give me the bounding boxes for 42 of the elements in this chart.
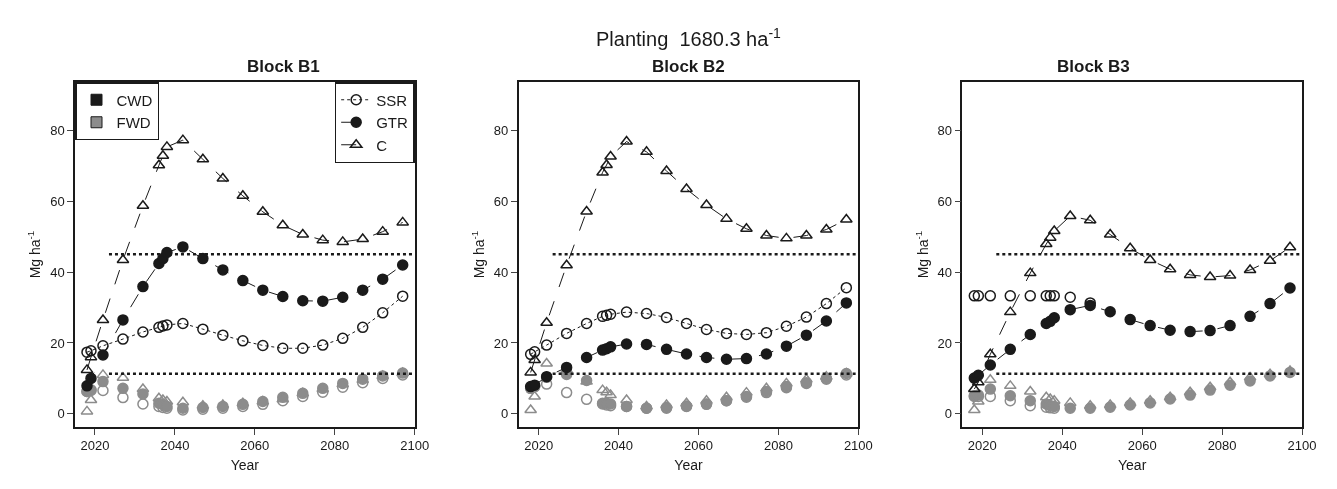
y-tick-label: 20 — [50, 335, 65, 351]
y-tick-label: 0 — [944, 406, 952, 422]
y-tick-label: 80 — [493, 122, 509, 138]
x-tick-label: 2040 — [604, 438, 634, 454]
x-tick-label: 2060 — [240, 438, 270, 454]
y-tick-label: 80 — [937, 122, 952, 138]
legend-label: GTR — [376, 114, 408, 132]
chart-title: Block B2 — [652, 57, 725, 76]
x-tick-label: 2060 — [684, 438, 713, 454]
x-tick-label: 2100 — [1287, 438, 1317, 454]
text: Planting 1680.3 ha$^{-1}$ — [596, 25, 782, 51]
x-tick-label: 2060 — [1127, 438, 1157, 454]
legend-label: SSR — [376, 91, 408, 109]
y-tick-label: 60 — [50, 193, 65, 209]
x-axis-title: Year — [674, 457, 703, 474]
y-tick-label: 60 — [937, 193, 952, 209]
y-tick-label: 80 — [50, 122, 65, 138]
x-tick-label: 2040 — [160, 438, 190, 454]
x-tick-label: 2100 — [843, 438, 873, 454]
x-tick-label: 2020 — [524, 438, 554, 454]
legend-label: FWD — [116, 114, 151, 132]
x-tick-label: 2040 — [1047, 438, 1077, 454]
x-tick-label: 2100 — [400, 438, 430, 454]
chart-title: Block B1 — [247, 57, 320, 76]
y-tick-label: 40 — [937, 264, 952, 280]
x-tick-label: 2080 — [763, 438, 793, 454]
x-tick-label: 2020 — [967, 438, 997, 454]
chart-title: Block B3 — [1057, 57, 1130, 76]
x-axis-title: Year — [1118, 457, 1147, 474]
y-tick-label: 0 — [501, 406, 509, 422]
x-axis-title: Year — [230, 457, 260, 474]
legend-label: CWD — [116, 91, 153, 109]
x-tick-label: 2080 — [1207, 438, 1237, 454]
x-tick-label: 2080 — [320, 438, 350, 454]
y-tick-label: 20 — [937, 335, 952, 351]
y-tick-label: 40 — [50, 264, 65, 280]
y-tick-label: 40 — [493, 264, 509, 280]
y-tick-label: 20 — [493, 335, 509, 351]
y-tick-label: 60 — [493, 193, 509, 209]
y-tick-label: 0 — [57, 406, 65, 422]
legend-label: C — [376, 136, 388, 154]
x-tick-label: 2020 — [80, 438, 110, 454]
